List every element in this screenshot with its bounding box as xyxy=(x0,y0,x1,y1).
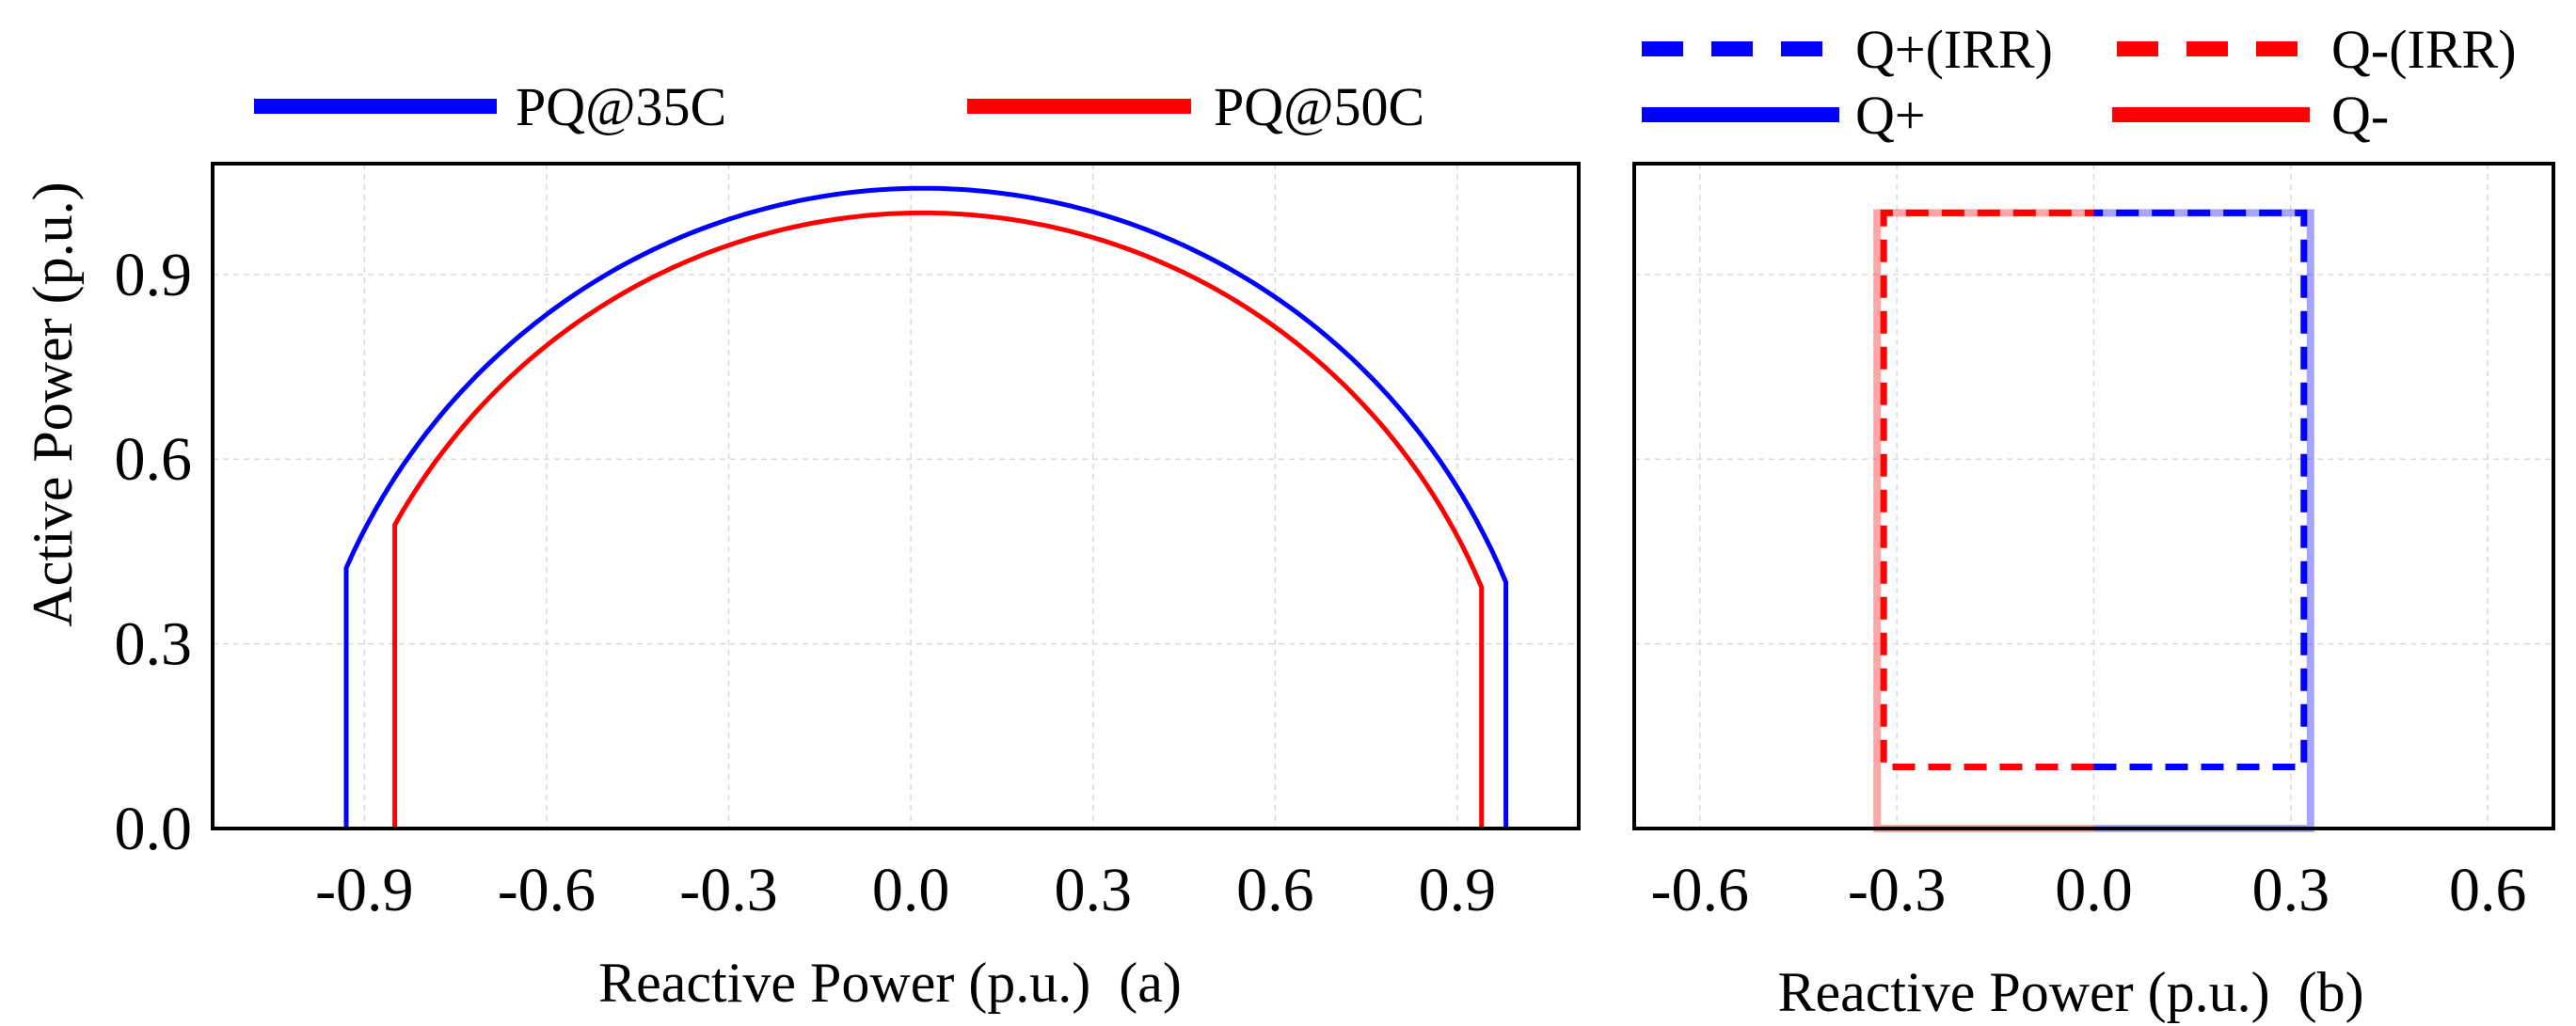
legend-label-qplus: Q+ xyxy=(1855,85,1926,146)
panel-a-legend: PQ@35C PQ@50C xyxy=(254,76,1424,137)
x-tick-label: 0.3 xyxy=(1054,856,1132,924)
series-qplus-irr-line xyxy=(2093,209,2308,770)
panel-a-x-tick-labels: -0.9 -0.6 -0.3 0.0 0.3 0.6 0.9 xyxy=(315,856,1496,924)
panel-a-y-axis-label: Active Power (p.u.) xyxy=(22,182,84,626)
panel-a-axes-frame xyxy=(211,162,1581,830)
x-tick-label: 0.6 xyxy=(1236,856,1314,924)
x-tick-label: -0.3 xyxy=(679,856,777,924)
y-tick-label: 0.3 xyxy=(115,610,193,679)
panel-a: -0.9 -0.6 -0.3 0.0 0.3 0.6 0.9 0.0 0.3 0.6 0.9 Re… xyxy=(22,76,1581,1014)
legend-label-pq50: PQ@50C xyxy=(1214,76,1424,137)
panel-b-legend: Q+(IRR) Q-(IRR) Q+ Q- xyxy=(1642,19,2517,146)
y-tick-label: 0.9 xyxy=(115,241,193,309)
panel-a-x-axis-label: Reactive Power (p.u.) (a) xyxy=(598,952,1182,1014)
panel-b-x-tick-labels: -0.6 -0.3 0.0 0.3 0.6 xyxy=(1651,856,2527,924)
x-tick-label: -0.9 xyxy=(315,856,413,924)
x-tick-label: 0.6 xyxy=(2449,856,2527,924)
panel-b: -0.6 -0.3 0.0 0.3 0.6 Reactive Power (p.u.) … xyxy=(1632,19,2555,1023)
panel-a-grid xyxy=(213,164,1579,829)
y-tick-label: 0.0 xyxy=(115,795,193,863)
panel-b-axes-frame xyxy=(1632,162,2555,830)
legend-label-qminus-irr: Q-(IRR) xyxy=(2331,19,2517,80)
y-tick-label: 0.6 xyxy=(115,425,193,494)
panel-a-y-tick-labels: 0.0 0.3 0.6 0.9 xyxy=(115,241,193,863)
series-pq50-curve xyxy=(392,210,1485,829)
x-tick-label: -0.3 xyxy=(1848,856,1946,924)
legend-label-qplus-irr: Q+(IRR) xyxy=(1855,19,2053,80)
panel-b-grid xyxy=(1634,164,2553,829)
series-qminus-irr-line xyxy=(1880,209,2094,770)
legend-label-pq35: PQ@35C xyxy=(516,76,726,137)
x-tick-label: -0.6 xyxy=(1651,856,1749,924)
x-tick-label: 0.9 xyxy=(1419,856,1497,924)
x-tick-label: 0.0 xyxy=(2055,856,2133,924)
panel-b-x-axis-label: Reactive Power (p.u.) (b) xyxy=(1777,961,2363,1023)
series-pq35-curve xyxy=(343,185,1509,829)
x-tick-label: 0.3 xyxy=(2252,856,2330,924)
series-qplus-line xyxy=(2093,209,2314,832)
legend-label-qminus: Q- xyxy=(2331,85,2389,146)
x-tick-label: 0.0 xyxy=(872,856,950,924)
x-tick-label: -0.6 xyxy=(498,856,596,924)
series-qminus-line xyxy=(1873,209,2094,832)
panel-a-plot-area xyxy=(343,185,1509,829)
